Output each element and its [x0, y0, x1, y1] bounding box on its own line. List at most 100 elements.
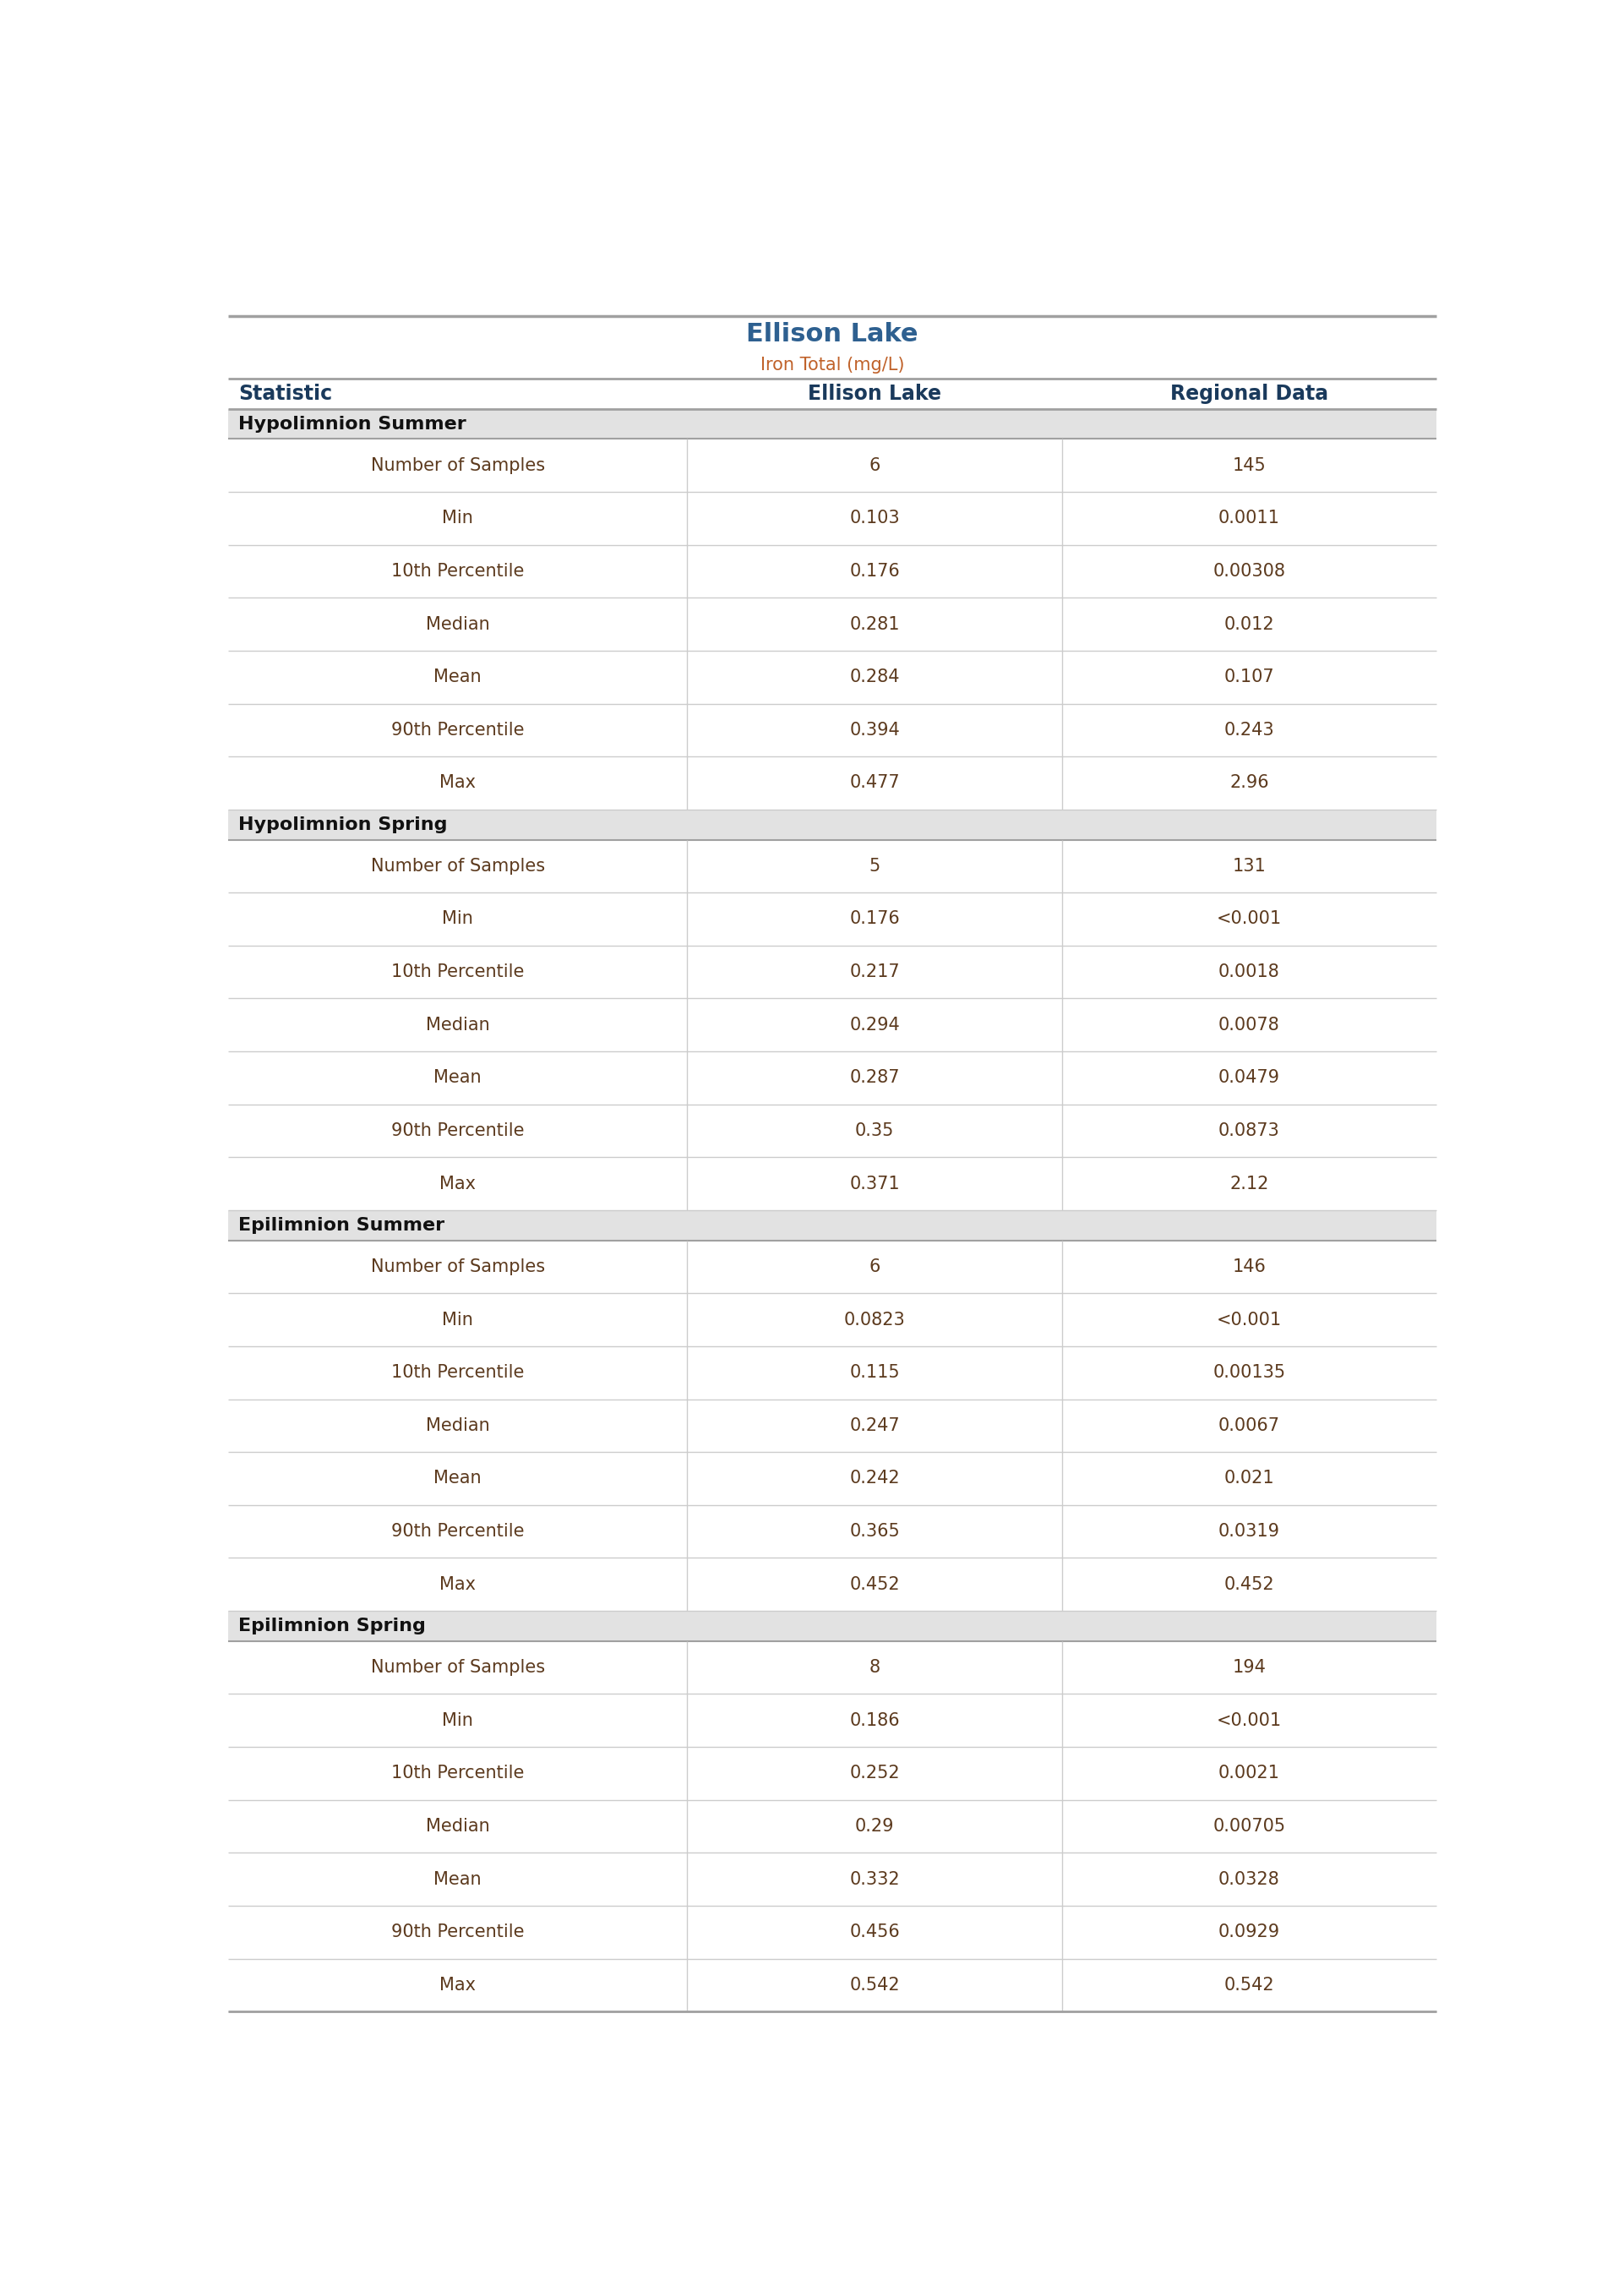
Text: Median: Median	[425, 1818, 490, 1834]
Text: 5: 5	[869, 858, 880, 874]
Text: 0.107: 0.107	[1224, 670, 1275, 686]
Text: 0.103: 0.103	[849, 511, 900, 527]
Text: Mean: Mean	[434, 1069, 482, 1087]
Text: 0.29: 0.29	[854, 1818, 895, 1834]
Text: 0.456: 0.456	[849, 1923, 900, 1941]
Text: Hypolimnion Summer: Hypolimnion Summer	[239, 415, 466, 431]
Text: 0.0011: 0.0011	[1218, 511, 1280, 527]
Text: Max: Max	[440, 1176, 476, 1192]
Text: 0.247: 0.247	[849, 1416, 900, 1435]
Text: 0.217: 0.217	[849, 962, 900, 981]
Text: 0.242: 0.242	[849, 1471, 900, 1487]
Bar	[227, 947, 1436, 999]
Text: Epilimnion Spring: Epilimnion Spring	[239, 1619, 425, 1634]
Text: Number of Samples: Number of Samples	[370, 1258, 544, 1276]
Text: 0.176: 0.176	[849, 910, 900, 928]
Bar	[227, 1852, 1436, 1907]
Bar	[227, 1051, 1436, 1103]
Text: 146: 146	[1233, 1258, 1267, 1276]
Text: Mean: Mean	[434, 1870, 482, 1889]
Text: Mean: Mean	[434, 670, 482, 686]
Text: 0.0319: 0.0319	[1218, 1523, 1280, 1539]
Text: Median: Median	[425, 1416, 490, 1435]
Bar	[227, 1346, 1436, 1398]
Text: 0.186: 0.186	[849, 1712, 900, 1730]
Bar	[227, 810, 1436, 840]
Text: 2.12: 2.12	[1229, 1176, 1268, 1192]
Text: Iron Total (mg/L): Iron Total (mg/L)	[760, 356, 905, 375]
Bar	[227, 1239, 1436, 1294]
Text: Min: Min	[442, 511, 473, 527]
Text: 2.96: 2.96	[1229, 774, 1268, 792]
Bar	[227, 1294, 1436, 1346]
Text: <0.001: <0.001	[1216, 910, 1281, 928]
Text: 0.452: 0.452	[1224, 1575, 1275, 1594]
Text: 90th Percentile: 90th Percentile	[391, 1121, 525, 1140]
Text: Max: Max	[440, 1575, 476, 1594]
Text: 10th Percentile: 10th Percentile	[391, 563, 525, 579]
Bar	[227, 597, 1436, 651]
Text: Min: Min	[442, 1312, 473, 1328]
Bar	[227, 438, 1436, 493]
Text: Mean: Mean	[434, 1471, 482, 1487]
Text: Max: Max	[440, 774, 476, 792]
Bar	[227, 1612, 1436, 1641]
Text: 0.281: 0.281	[849, 615, 900, 633]
Text: 0.176: 0.176	[849, 563, 900, 579]
Text: 0.394: 0.394	[849, 722, 900, 738]
Text: 0.284: 0.284	[849, 670, 900, 686]
Text: Statistic: Statistic	[239, 384, 333, 404]
Text: 0.0018: 0.0018	[1218, 962, 1280, 981]
Bar	[227, 892, 1436, 947]
Text: 0.35: 0.35	[854, 1121, 895, 1140]
Text: Ellison Lake: Ellison Lake	[747, 322, 918, 347]
Bar	[227, 1800, 1436, 1852]
Text: 10th Percentile: 10th Percentile	[391, 1364, 525, 1380]
Text: 0.0067: 0.0067	[1218, 1416, 1280, 1435]
Text: 0.452: 0.452	[849, 1575, 900, 1594]
Text: Epilimnion Summer: Epilimnion Summer	[239, 1217, 445, 1233]
Bar	[227, 1210, 1436, 1239]
Text: Min: Min	[442, 1712, 473, 1730]
Text: 10th Percentile: 10th Percentile	[391, 1766, 525, 1782]
Text: 0.00308: 0.00308	[1213, 563, 1286, 579]
Bar	[227, 1453, 1436, 1505]
Text: 10th Percentile: 10th Percentile	[391, 962, 525, 981]
Text: 0.243: 0.243	[1224, 722, 1275, 738]
Text: 131: 131	[1233, 858, 1267, 874]
Text: 145: 145	[1233, 456, 1267, 474]
Text: 0.115: 0.115	[849, 1364, 900, 1380]
Bar	[227, 1959, 1436, 2011]
Bar	[227, 1103, 1436, 1158]
Bar	[227, 1398, 1436, 1453]
Text: Median: Median	[425, 1017, 490, 1033]
Bar	[227, 1641, 1436, 1693]
Bar	[227, 1907, 1436, 1959]
Bar	[227, 1693, 1436, 1748]
Text: Min: Min	[442, 910, 473, 928]
Bar	[227, 409, 1436, 438]
Text: Max: Max	[440, 1977, 476, 1993]
Text: Ellison Lake: Ellison Lake	[807, 384, 942, 404]
Text: 0.0929: 0.0929	[1218, 1923, 1280, 1941]
Text: 0.252: 0.252	[849, 1766, 900, 1782]
Bar	[227, 1505, 1436, 1557]
Text: 90th Percentile: 90th Percentile	[391, 1923, 525, 1941]
Text: 0.365: 0.365	[849, 1523, 900, 1539]
Bar	[227, 493, 1436, 545]
Text: Hypolimnion Spring: Hypolimnion Spring	[239, 817, 447, 833]
Text: 0.0328: 0.0328	[1218, 1870, 1280, 1889]
Text: 0.542: 0.542	[849, 1977, 900, 1993]
Text: 0.294: 0.294	[849, 1017, 900, 1033]
Bar	[227, 1748, 1436, 1800]
Text: 8: 8	[869, 1659, 880, 1675]
Bar	[227, 756, 1436, 810]
Bar	[227, 999, 1436, 1051]
Text: 6: 6	[869, 1258, 880, 1276]
Bar	[227, 1158, 1436, 1210]
Text: 0.0823: 0.0823	[844, 1312, 905, 1328]
Text: 0.00705: 0.00705	[1213, 1818, 1286, 1834]
Text: 0.0873: 0.0873	[1218, 1121, 1280, 1140]
Text: Number of Samples: Number of Samples	[370, 456, 544, 474]
Text: <0.001: <0.001	[1216, 1712, 1281, 1730]
